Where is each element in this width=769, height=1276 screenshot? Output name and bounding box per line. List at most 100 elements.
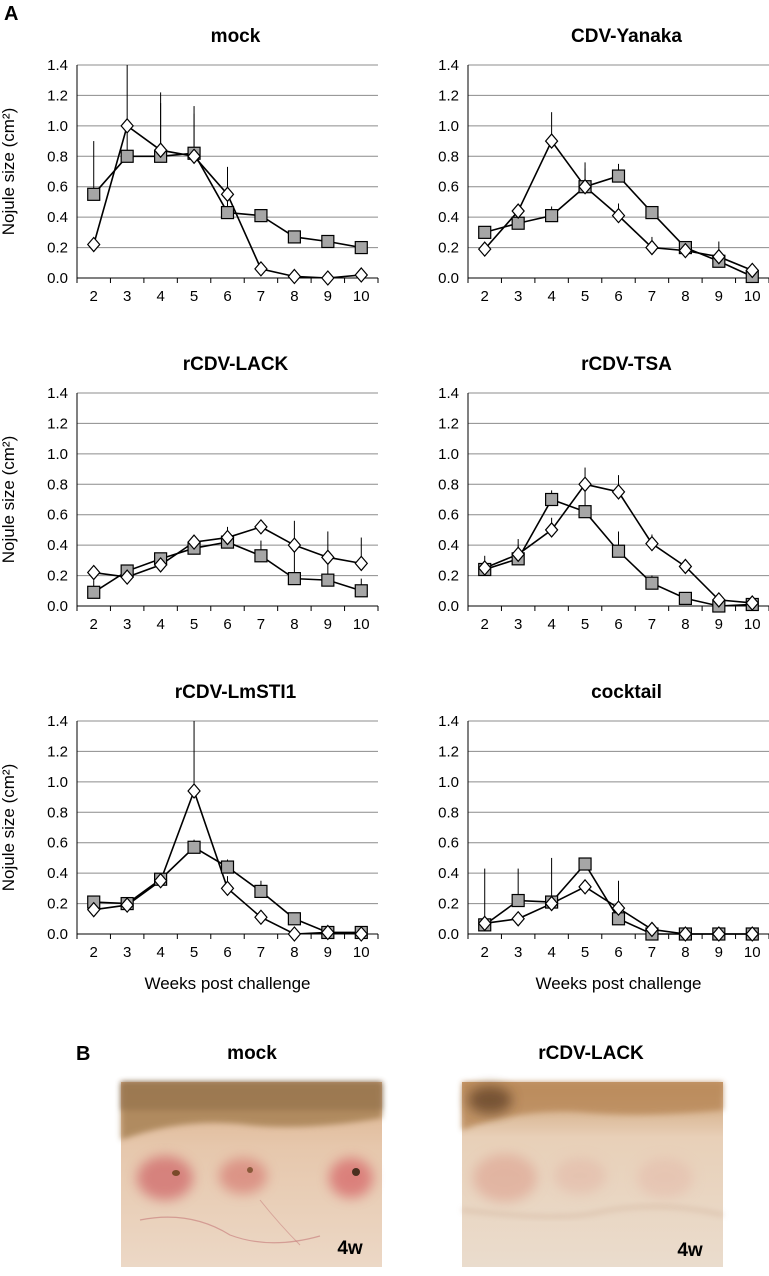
data-point-diamond [153, 142, 168, 159]
data-point-square [321, 573, 335, 587]
chart-2: rCDV-LACK 0.0 0.2 0.4 0.6 0.8 1.0 1.2 1.4 2 3 4 5 6 7 8… [0, 354, 379, 633]
data-point-diamond [120, 117, 134, 134]
data-point-diamond [86, 901, 101, 918]
y-tick-label: 0.0 [438, 270, 459, 287]
y-tick-label: 0.6 [438, 179, 459, 196]
x-tick-label: 8 [681, 288, 689, 305]
y-tick-label: 0.2 [47, 240, 68, 257]
data-point-square [511, 893, 525, 908]
x-tick-label: 9 [715, 616, 723, 633]
x-tick-label: 3 [514, 616, 522, 633]
data-point-square [287, 230, 301, 244]
data-point-diamond [712, 591, 726, 608]
data-point-square [611, 169, 626, 183]
x-tick-label: 6 [614, 616, 622, 633]
data-point-square [478, 225, 492, 239]
y-tick-label: 1.4 [47, 385, 68, 402]
data-point-diamond [678, 926, 693, 942]
x-tick-label: 5 [190, 944, 198, 961]
data-point-diamond [220, 186, 235, 203]
y-tick-label: 0.8 [47, 148, 68, 165]
y-tick-label: 1.4 [438, 57, 459, 74]
x-tick-label: 5 [190, 288, 198, 305]
panel-a-letter: A [4, 3, 18, 25]
data-point-diamond [745, 262, 760, 279]
y-tick-label: 0.4 [438, 209, 459, 226]
data-point-diamond [511, 546, 525, 563]
data-point-diamond [287, 537, 302, 554]
data-point-square [287, 912, 301, 926]
x-tick-label: 10 [353, 616, 370, 633]
x-tick-label: 8 [290, 616, 298, 633]
x-axis-label: Weeks post challenge [144, 974, 310, 993]
x-tick-label: 3 [123, 616, 131, 633]
y-tick-label: 0.2 [438, 568, 459, 585]
x-tick-label: 7 [648, 288, 656, 305]
y-tick-label: 0.8 [438, 148, 459, 165]
data-point-square [545, 492, 559, 507]
x-tick-label: 2 [90, 616, 98, 633]
x-tick-label: 10 [744, 944, 761, 961]
y-tick-label: 1.2 [438, 415, 459, 432]
data-point-diamond [678, 242, 693, 259]
x-tick-label: 2 [481, 616, 489, 633]
data-point-square [545, 209, 559, 223]
data-point-square [678, 591, 692, 605]
data-point-square [578, 505, 592, 519]
y-tick-label: 1.0 [438, 446, 459, 463]
y-tick-label: 0.4 [47, 865, 68, 882]
data-point-diamond [477, 915, 492, 932]
chart-title: mock [211, 26, 261, 47]
x-tick-label: 4 [547, 944, 555, 961]
data-point-diamond [120, 897, 134, 914]
y-tick-label: 1.2 [438, 87, 459, 104]
y-tick-label: 0.4 [47, 537, 68, 554]
x-tick-label: 6 [223, 616, 231, 633]
photo-image [121, 1082, 382, 1267]
data-point-square [87, 585, 101, 599]
y-tick-label: 0.4 [47, 209, 68, 226]
y-tick-label: 1.4 [438, 713, 459, 730]
data-point-square [645, 205, 659, 220]
x-tick-label: 8 [681, 616, 689, 633]
x-tick-label: 8 [681, 944, 689, 961]
data-point-diamond [712, 248, 726, 265]
data-point-diamond [287, 268, 302, 285]
series-line-square [484, 175, 753, 278]
y-tick-label: 0.0 [47, 598, 68, 615]
photo-image [461, 1082, 724, 1267]
data-point-diamond [120, 569, 134, 586]
photo-tag: 4w [337, 1238, 363, 1259]
photo-tag: 4w [677, 1240, 703, 1261]
x-tick-label: 2 [481, 288, 489, 305]
data-point-diamond [611, 207, 626, 224]
data-point-square [611, 544, 626, 558]
y-tick-label: 0.6 [47, 507, 68, 524]
y-tick-label: 0.6 [47, 179, 68, 196]
data-point-diamond [712, 926, 726, 942]
y-tick-label: 1.0 [47, 446, 68, 463]
y-tick-label: 1.2 [47, 743, 68, 760]
chart-title: rCDV-LmSTI1 [175, 682, 297, 703]
y-axis-label: Nojule size (cm²) [0, 436, 18, 564]
data-point-diamond [187, 148, 201, 165]
data-point-diamond [254, 518, 268, 535]
chart-4: rCDV-LmSTI1 0.0 0.2 0.4 0.6 0.8 1.0 1.2 1.4 2 3 4 5 6… [0, 682, 379, 993]
chart-1: CDV-Yanaka 0.0 0.2 0.4 0.6 0.8 1.0 1.2 1.4 2 3 4 5 6 7… [438, 26, 769, 305]
photo-title: mock [227, 1043, 277, 1064]
data-point-diamond [220, 529, 235, 546]
data-point-diamond [544, 522, 559, 538]
x-tick-label: 2 [481, 944, 489, 961]
y-tick-label: 1.0 [47, 774, 68, 791]
chart-5: cocktail 0.0 0.2 0.4 0.6 0.8 1.0 1.2 1.4 2 3 4 5 6 7 8 9… [438, 682, 769, 993]
x-tick-label: 5 [581, 616, 589, 633]
photo-title: rCDV-LACK [538, 1043, 644, 1064]
x-tick-label: 8 [290, 288, 298, 305]
data-point-diamond [645, 921, 659, 938]
y-tick-label: 1.2 [438, 743, 459, 760]
x-tick-label: 6 [614, 944, 622, 961]
chart-title: rCDV-TSA [581, 354, 672, 375]
data-point-diamond [86, 236, 101, 253]
x-tick-label: 4 [156, 288, 164, 305]
